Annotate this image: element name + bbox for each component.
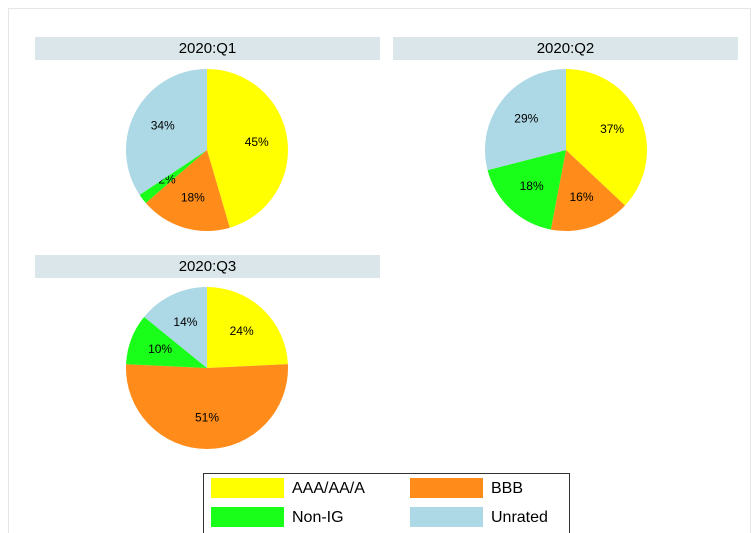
slice-label: 37% — [600, 122, 624, 136]
pie-slice — [145, 150, 230, 231]
slice-label: 14% — [173, 315, 197, 329]
panel-title: 2020:Q1 — [179, 40, 237, 57]
legend-swatch — [211, 507, 284, 527]
legend-label: AAA/AA/A — [292, 480, 365, 497]
legend-swatch — [410, 507, 483, 527]
legend-swatch — [410, 478, 483, 498]
slice-label: 51% — [195, 410, 219, 424]
panel-header — [35, 255, 380, 278]
panel-header — [35, 37, 380, 60]
pie-slice — [566, 69, 648, 206]
panel-title: 2020:Q2 — [537, 40, 595, 57]
slice-label: 18% — [520, 179, 544, 193]
pie-slice — [126, 316, 207, 368]
slice-label: 34% — [151, 118, 175, 132]
legend-swatch — [211, 478, 284, 498]
slice-label: 16% — [570, 190, 594, 204]
pie-slice — [207, 287, 288, 368]
slice-label: 24% — [230, 324, 254, 338]
pie-slice — [126, 364, 288, 449]
pie-slice — [139, 150, 207, 204]
pie-slice — [207, 69, 288, 228]
slice-label: 29% — [514, 111, 538, 125]
pie-slice — [144, 287, 207, 368]
slice-label: 10% — [148, 342, 172, 356]
legend-label: Non-IG — [292, 509, 344, 526]
pie-slice — [550, 150, 626, 231]
pie-slice — [487, 150, 566, 230]
panel-header — [393, 37, 738, 60]
pie-slice — [485, 69, 566, 171]
legend-label: Unrated — [491, 509, 548, 526]
slice-label: 45% — [245, 135, 269, 149]
panel-title: 2020:Q3 — [179, 258, 237, 275]
legend-label: BBB — [491, 480, 523, 497]
slice-label: 18% — [181, 190, 205, 204]
pie-slice — [126, 69, 207, 195]
